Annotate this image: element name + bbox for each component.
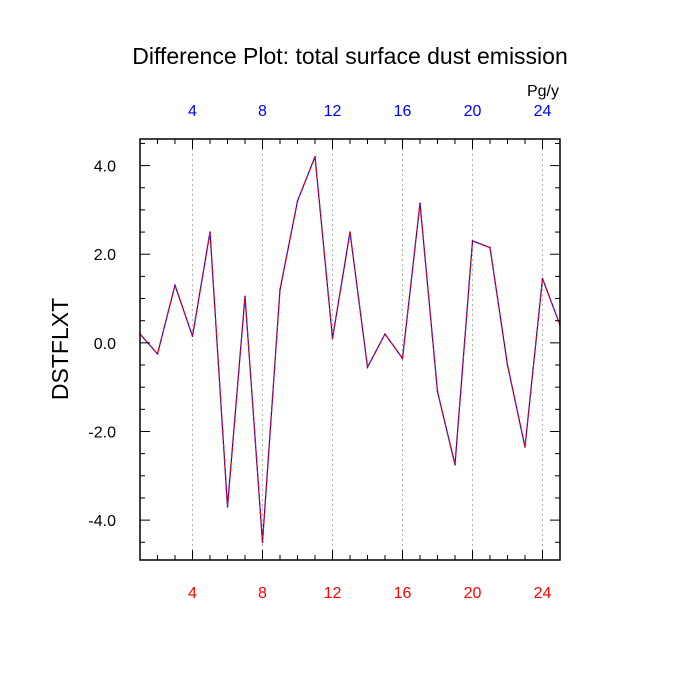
- tick-labels: 4 4 8 8 12 12 16 16 20 20 24 24 -4.0 -2.0 0.0 2.0 4.0: [88, 103, 551, 602]
- x-tick-label-bottom: 16: [394, 585, 412, 602]
- x-tick-label-bottom: 20: [464, 585, 482, 602]
- x-tick-label-bottom: 8: [258, 585, 267, 602]
- data-point: [541, 277, 544, 280]
- y-tick-label: -4.0: [88, 513, 116, 530]
- data-point: [209, 231, 211, 233]
- data-point: [471, 240, 474, 242]
- y-axis-label: DSTFLXT: [47, 298, 73, 400]
- data-point: [349, 231, 351, 233]
- plot-frame: [139, 138, 561, 561]
- data-point: [156, 353, 159, 355]
- y-tick-label: 0.0: [94, 336, 116, 353]
- data-point: [419, 202, 421, 205]
- series-lines: [139, 155, 561, 544]
- chart-title: Difference Plot: total surface dust emis…: [132, 43, 568, 69]
- data-point: [401, 357, 404, 360]
- x-tick-label-top: 8: [258, 103, 267, 120]
- series-line-red-dashed: [139, 156, 561, 543]
- x-tick-label-bottom: 12: [324, 585, 342, 602]
- data-point: [244, 295, 246, 298]
- data-point: [296, 200, 299, 202]
- data-point: [331, 337, 334, 340]
- data-point: [366, 366, 369, 369]
- data-point: [489, 246, 491, 249]
- y-tick-label: -2.0: [88, 424, 116, 441]
- x-tick-label-top: 16: [394, 103, 412, 120]
- data-point: [261, 541, 264, 544]
- x-tick-label-bottom: 24: [534, 585, 552, 602]
- series-line-blue: [139, 156, 561, 543]
- data-point: [314, 155, 316, 158]
- x-tick-label-top: 12: [324, 103, 342, 120]
- data-point: [506, 364, 509, 366]
- data-point: [454, 463, 456, 466]
- y-tick-label: 2.0: [94, 247, 116, 264]
- data-point: [384, 333, 386, 335]
- units-label: Pg/y: [527, 83, 559, 100]
- data-point: [436, 390, 439, 393]
- x-tick-label-bottom: 4: [188, 585, 197, 602]
- data-point: [226, 506, 229, 508]
- x-tick-label-top: 24: [534, 103, 552, 120]
- y-tick-label: 4.0: [94, 159, 116, 176]
- x-tick-label-top: 20: [464, 103, 482, 120]
- grid-lines: [192, 139, 543, 560]
- x-tick-label-top: 4: [188, 103, 197, 120]
- data-point: [191, 335, 194, 338]
- tick-marks: [139, 139, 561, 560]
- data-point: [524, 446, 526, 448]
- data-point: [174, 284, 176, 287]
- data-point: [279, 288, 281, 291]
